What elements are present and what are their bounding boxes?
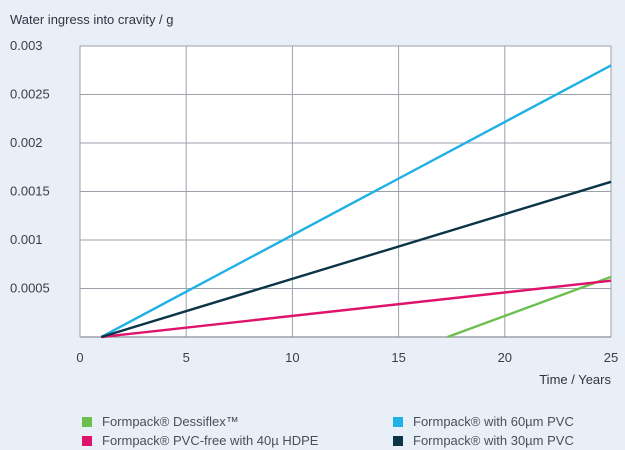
series-line [447, 275, 612, 339]
tick-labels: 0 5 10 15 20 25 0.0005 0.001 0.0015 0.002 0.0025 0.… [10, 38, 618, 365]
y-tick-label: 0.003 [10, 38, 43, 53]
x-tick-label: 5 [183, 350, 190, 365]
y-tick-label: 0.0015 [10, 184, 50, 199]
x-tick-label: 25 [604, 350, 618, 365]
x-tick-label: 0 [76, 350, 83, 365]
y-tick-label: 0.0025 [10, 87, 50, 102]
series-lines [100, 64, 612, 339]
grid [79, 45, 612, 338]
x-tick-label: 10 [285, 350, 299, 365]
y-tick-label: 0.0005 [10, 281, 50, 296]
y-tick-label: 0.001 [10, 232, 43, 247]
x-tick-label: 20 [498, 350, 512, 365]
y-axis-title: Water ingress into cravity / g [10, 12, 174, 27]
y-tick-label: 0.002 [10, 135, 43, 150]
x-axis-title: Time / Years [539, 372, 611, 387]
series-line [100, 64, 612, 339]
x-tick-label: 15 [391, 350, 405, 365]
series-line [101, 279, 612, 339]
series-line [100, 180, 612, 339]
